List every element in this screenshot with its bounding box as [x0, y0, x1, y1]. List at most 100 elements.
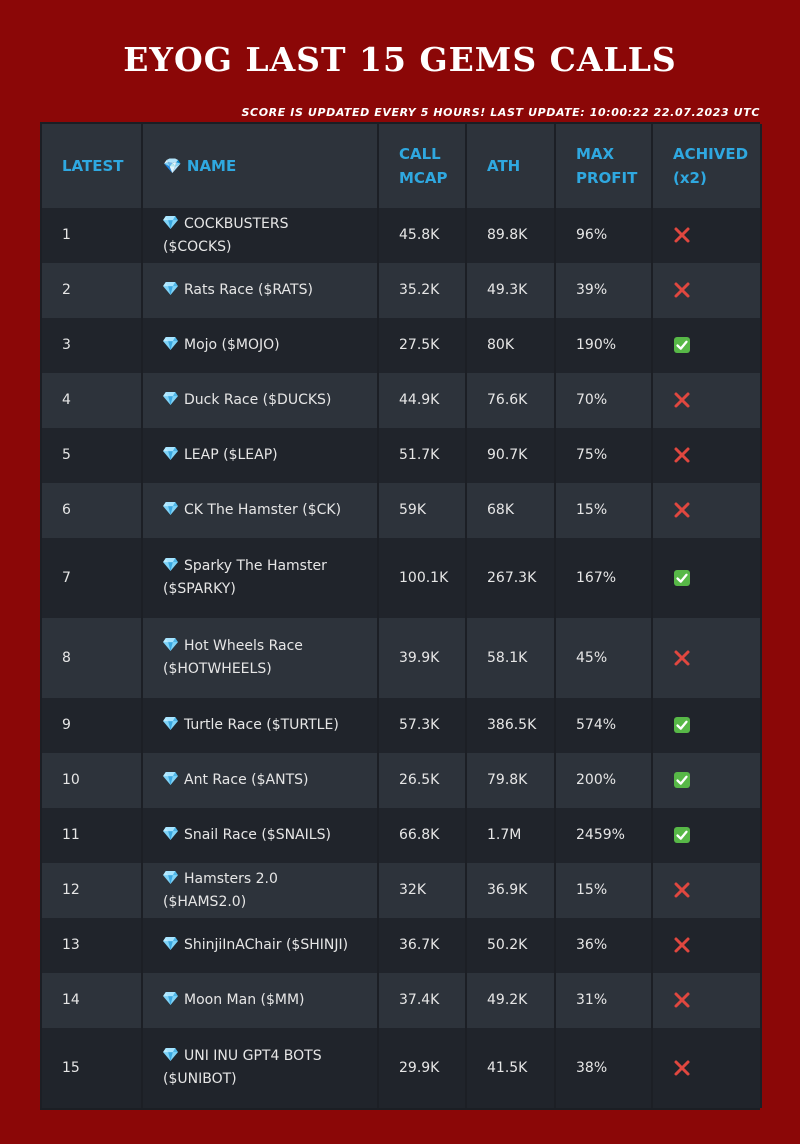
cell-call-mcap: 35.2K [377, 263, 467, 318]
cell-name: Moon Man ($MM) [141, 973, 379, 1028]
cell-name: Duck Race ($DUCKS) [141, 373, 379, 428]
gem-name: Snail Race ($SNAILS) [184, 827, 331, 843]
cell-ath: 386.5K [465, 698, 556, 753]
cell-latest: 9 [40, 698, 143, 753]
gem-icon [163, 870, 178, 884]
cell-ath: 36.9K [465, 863, 556, 918]
gem-name: Mojo ($MOJO) [184, 337, 280, 353]
table-row: 2 Rats Race ($RATS) 35.2K 49.3K 39% [40, 263, 762, 318]
cross-icon [674, 650, 690, 665]
cell-latest: 3 [40, 318, 143, 373]
table-row: 3 Mojo ($MOJO) 27.5K 80K 190% [40, 318, 762, 373]
cell-achieved [651, 698, 762, 753]
cell-max-profit: 96% [554, 208, 653, 263]
check-icon [674, 337, 690, 353]
cell-ath: 267.3K [465, 538, 556, 618]
table-row: 11 Snail Race ($SNAILS) 66.8K 1.7M 2459% [40, 808, 762, 863]
cell-name: Hot Wheels Race ($HOTWHEELS) [141, 618, 379, 698]
cell-ath: 68K [465, 483, 556, 538]
table-row: 13 ShinjiInAChair ($SHINJI) 36.7K 50.2K 36% [40, 918, 762, 973]
cross-icon [674, 392, 690, 408]
gem-icon [163, 827, 178, 840]
cell-ath: 1.7M [465, 808, 556, 863]
cross-icon [674, 1060, 690, 1075]
cell-achieved [651, 373, 762, 428]
cell-achieved [651, 483, 762, 538]
cell-call-mcap: 66.8K [377, 808, 467, 863]
check-icon [674, 772, 690, 788]
header-row: LATEST 💎 NAME CALL MCAP ATH MAX PROFIT A… [40, 124, 762, 208]
cell-achieved [651, 208, 762, 263]
cell-max-profit: 190% [554, 318, 653, 373]
cell-call-mcap: 51.7K [377, 428, 467, 483]
cell-call-mcap: 37.4K [377, 973, 467, 1028]
page-title: EYOG LAST 15 GEMS CALLS [123, 40, 677, 79]
gem-icon [163, 215, 178, 229]
gem-icon [163, 337, 178, 350]
cell-call-mcap: 39.9K [377, 618, 467, 698]
cell-call-mcap: 45.8K [377, 208, 467, 263]
cell-ath: 50.2K [465, 918, 556, 973]
cell-name: UNI INU GPT4 BOTS ($UNIBOT) [141, 1028, 379, 1108]
cell-ath: 49.2K [465, 973, 556, 1028]
cell-max-profit: 167% [554, 538, 653, 618]
gem-name: Moon Man ($MM) [184, 992, 305, 1008]
cell-max-profit: 31% [554, 973, 653, 1028]
cell-max-profit: 2459% [554, 808, 653, 863]
cell-name: Snail Race ($SNAILS) [141, 808, 379, 863]
cell-ath: 80K [465, 318, 556, 373]
table-row: 6 CK The Hamster ($CK) 59K 68K 15% [40, 483, 762, 538]
cell-max-profit: 36% [554, 918, 653, 973]
cell-achieved [651, 618, 762, 698]
table-row: 4 Duck Race ($DUCKS) 44.9K 76.6K 70% [40, 373, 762, 428]
table-row: 12 Hamsters 2.0 ($HAMS2.0) 32K 36.9K 15% [40, 863, 762, 918]
cell-achieved [651, 318, 762, 373]
cross-icon [674, 282, 690, 298]
table-body: 1 COCKBUSTERS ($COCKS) 45.8K 89.8K 96% 2 Rats … [40, 208, 762, 1108]
cell-achieved [651, 263, 762, 318]
cell-latest: 14 [40, 973, 143, 1028]
gem-name: Hamsters 2.0 ($HAMS2.0) [163, 870, 278, 910]
cell-latest: 2 [40, 263, 143, 318]
gem-icon [163, 992, 178, 1005]
cell-call-mcap: 32K [377, 863, 467, 918]
cross-icon [674, 937, 690, 953]
cross-icon [674, 227, 690, 243]
cell-call-mcap: 26.5K [377, 753, 467, 808]
gem-name: Turtle Race ($TURTLE) [184, 717, 339, 733]
cell-name: LEAP ($LEAP) [141, 428, 379, 483]
gem-icon [163, 1048, 178, 1061]
cell-call-mcap: 29.9K [377, 1028, 467, 1108]
gem-icon [163, 447, 178, 460]
header-latest: LATEST [40, 124, 143, 208]
cell-max-profit: 70% [554, 373, 653, 428]
cell-max-profit: 38% [554, 1028, 653, 1108]
gem-name: LEAP ($LEAP) [184, 447, 278, 463]
cell-latest: 10 [40, 753, 143, 808]
gem-name: Hot Wheels Race ($HOTWHEELS) [163, 638, 303, 677]
table-row: 9 Turtle Race ($TURTLE) 57.3K 386.5K 574% [40, 698, 762, 753]
cell-achieved [651, 538, 762, 618]
cell-call-mcap: 57.3K [377, 698, 467, 753]
cell-latest: 15 [40, 1028, 143, 1108]
gem-icon [163, 558, 178, 571]
cell-call-mcap: 27.5K [377, 318, 467, 373]
check-icon [674, 717, 690, 733]
update-note: SCORE IS UPDATED EVERY 5 HOURS! LAST UPD… [241, 106, 760, 119]
table-row: 14 Moon Man ($MM) 37.4K 49.2K 31% [40, 973, 762, 1028]
cell-name: Mojo ($MOJO) [141, 318, 379, 373]
gem-name: CK The Hamster ($CK) [184, 502, 342, 518]
cell-latest: 4 [40, 373, 143, 428]
cell-achieved [651, 753, 762, 808]
cell-latest: 11 [40, 808, 143, 863]
cell-latest: 13 [40, 918, 143, 973]
cell-max-profit: 574% [554, 698, 653, 753]
cell-ath: 90.7K [465, 428, 556, 483]
cell-max-profit: 15% [554, 863, 653, 918]
header-call-mcap: CALL MCAP [377, 124, 467, 208]
cell-achieved [651, 973, 762, 1028]
cross-icon [674, 882, 690, 898]
gems-table-container: LATEST 💎 NAME CALL MCAP ATH MAX PROFIT A… [40, 122, 762, 1110]
gem-icon [163, 502, 178, 515]
cell-max-profit: 45% [554, 618, 653, 698]
